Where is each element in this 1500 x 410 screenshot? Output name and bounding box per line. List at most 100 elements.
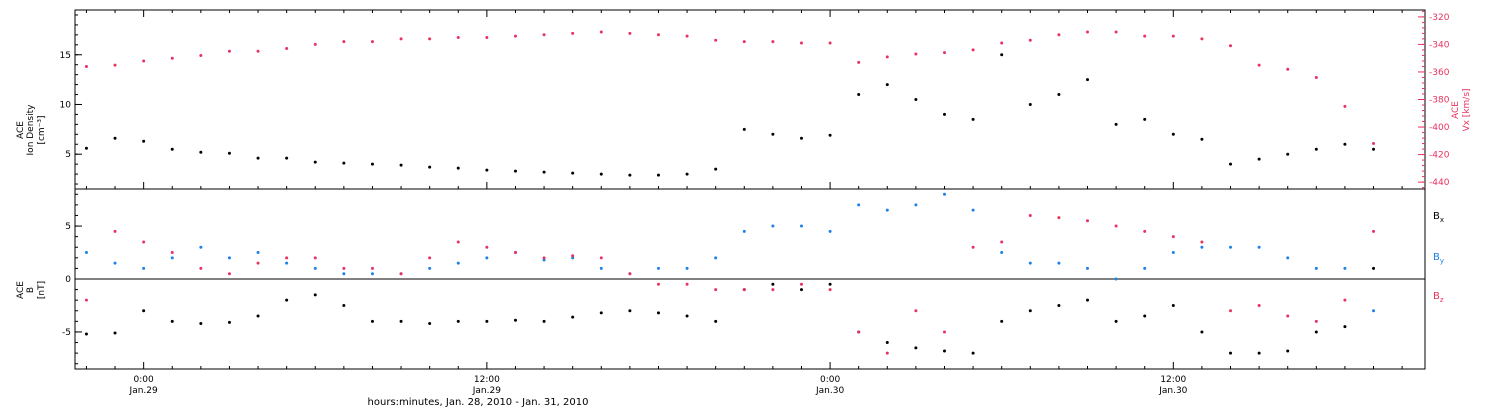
top-series-0-point (1372, 147, 1376, 151)
by-point (428, 266, 432, 270)
bx-point (1343, 325, 1347, 329)
top-series-1-point (857, 60, 861, 64)
by-point (857, 203, 861, 207)
top-series-0-point (399, 163, 403, 167)
top-series-0-point (771, 132, 775, 136)
legend-bz-subscript: z (1440, 296, 1444, 304)
bz-point (1314, 319, 1318, 323)
bx-point (227, 320, 231, 324)
bx-point (971, 351, 975, 355)
bx-point (942, 349, 946, 353)
top-series-1-point (370, 40, 374, 44)
top-series-1-point (485, 36, 489, 40)
top-series-1-point (914, 52, 918, 56)
top-series-1-point (771, 40, 775, 44)
top-series-1-point (1200, 37, 1204, 41)
top-series-1-point (227, 49, 231, 53)
by-point (714, 256, 718, 260)
x-tick-label-time: 0:00 (820, 375, 840, 385)
by-point (799, 224, 803, 228)
top-series-0-point (1028, 102, 1032, 106)
top-series-0-point (1200, 137, 1204, 141)
bx-point (399, 319, 403, 323)
top-series-0-point (513, 169, 517, 173)
by-point (342, 272, 346, 276)
bx-point (799, 288, 803, 292)
by-point (656, 266, 660, 270)
y-tick-label: 10 (60, 100, 72, 110)
bz-point (599, 256, 603, 260)
bz-point (914, 309, 918, 313)
by-point (370, 272, 374, 276)
by-point (1000, 251, 1004, 255)
top-series-1-point (1000, 41, 1004, 45)
top-series-0-point (656, 173, 660, 177)
bz-point (742, 288, 746, 292)
by-point (1143, 266, 1147, 270)
bx-point (885, 341, 889, 345)
bx-point (513, 318, 517, 322)
top-series-1-point (285, 47, 289, 51)
top-series-1-point (1171, 34, 1175, 38)
bx-point (84, 332, 88, 336)
bz-point (84, 298, 88, 302)
top-series-0-point (285, 156, 289, 160)
y-right-tick-label: -360 (1429, 68, 1450, 78)
bz-point (1171, 235, 1175, 239)
top-series-0-point (1057, 93, 1061, 97)
bx-point (342, 303, 346, 307)
bz-point (1086, 219, 1089, 223)
bz-point (1057, 216, 1061, 220)
bz-point (1372, 229, 1376, 233)
x-tick-label-time: 0:00 (134, 375, 154, 385)
legend-by-subscript: y (1440, 257, 1444, 265)
bx-point (1000, 319, 1004, 323)
top-series-0-point (256, 156, 260, 160)
top-series-1-point (571, 31, 575, 35)
by-point (1028, 261, 1032, 265)
y-tick-label: -5 (62, 328, 71, 338)
bz-point (1229, 309, 1233, 313)
by-point (1314, 266, 1318, 270)
bz-point (1143, 229, 1147, 233)
bz-point (142, 240, 146, 244)
bx-point (199, 321, 203, 325)
bx-point (571, 315, 575, 319)
bz-point (857, 330, 861, 334)
top-series-0-point (170, 147, 174, 151)
top-series-0-point (485, 168, 489, 172)
bz-point (571, 254, 575, 258)
y-right-tick-label: -420 (1429, 151, 1450, 161)
by-point (84, 251, 88, 255)
bx-point (1028, 309, 1032, 313)
bfield-axis-label: ACE B [nT] (16, 281, 47, 299)
bz-point (1028, 213, 1032, 217)
by-point (1286, 256, 1290, 260)
bx-point (170, 319, 174, 323)
top-series-0-point (1000, 53, 1004, 57)
top-series-1-point (1229, 44, 1233, 48)
by-point (1372, 309, 1376, 313)
top-series-0-point (428, 165, 432, 169)
by-point (170, 256, 174, 260)
legend-bx-subscript: x (1440, 216, 1444, 224)
bx-point (714, 319, 718, 323)
bx-point (256, 314, 260, 318)
top-series-1-point (542, 33, 546, 37)
density-axis-label: ACE Ion Density [cm⁻³] (16, 104, 47, 156)
bx-point (914, 346, 918, 350)
top-series-0-point (84, 146, 88, 150)
bx-point (1200, 330, 1204, 334)
top-series-0-point (199, 150, 203, 154)
bz-point (1000, 240, 1004, 244)
bz-point (313, 256, 317, 260)
x-axis-label: hours:minutes, Jan. 28, 2010 - Jan. 31, … (368, 397, 589, 408)
by-point (885, 208, 889, 212)
top-series-1-point (828, 41, 832, 45)
velocity-axis-label: ACE Vx [km/s] (1451, 88, 1472, 131)
top-series-1-point (1114, 30, 1118, 34)
by-point (542, 258, 546, 262)
top-series-1-point (142, 59, 146, 63)
top-series-1-point (1257, 63, 1261, 67)
top-series-0-point (313, 160, 317, 164)
